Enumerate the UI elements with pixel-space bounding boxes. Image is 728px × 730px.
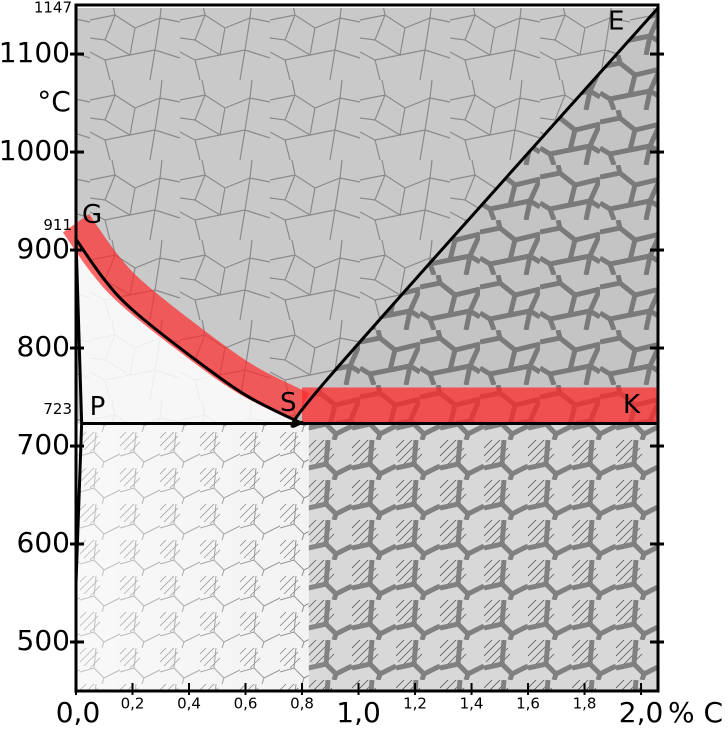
x-tick-label: 0,8 [290, 695, 314, 713]
cementite-network [292, 8, 658, 427]
fade [76, 423, 658, 691]
y-tick-label: 600 [17, 526, 70, 559]
transform-band [62, 214, 310, 422]
x-axis-label: % C [668, 696, 723, 729]
phase-line [74, 238, 303, 425]
point-label: P [90, 392, 106, 422]
x-tick-label: 0,6 [234, 695, 258, 713]
y-axis-label: °C [37, 85, 71, 118]
y-tick-label: 500 [17, 624, 70, 657]
x-tick-label: 1,4 [460, 695, 484, 713]
x-tick-label: 1,6 [516, 695, 540, 713]
x-tick-label: 1,0 [336, 696, 381, 729]
y-tick-label: 800 [17, 330, 70, 363]
x-tick-label: 0,0 [56, 696, 101, 729]
ferrite-region [76, 239, 303, 424]
transform-band [302, 387, 658, 424]
temp-label: 911 [43, 216, 72, 234]
phase-line [290, 7, 660, 428]
x-tick-label: 0,2 [121, 695, 145, 713]
point-label: G [82, 200, 102, 230]
y-tick-label: 1100 [0, 36, 70, 69]
x-tick-label: 1,2 [403, 695, 427, 713]
x-tick-label: 0,4 [177, 695, 201, 713]
microstructure [62, 8, 658, 691]
x-tick-label: 2,0 [619, 696, 664, 729]
temp-label: 1147 [34, 0, 72, 17]
point-label: E [608, 7, 624, 37]
y-tick-label: 900 [17, 232, 70, 265]
y-tick-label: 700 [17, 428, 70, 461]
y-tick-label: 1000 [0, 134, 70, 167]
point-label: K [623, 390, 641, 420]
temp-label: 723 [43, 400, 72, 418]
point-label: S [280, 388, 297, 418]
x-tick-label: 1,8 [573, 695, 597, 713]
